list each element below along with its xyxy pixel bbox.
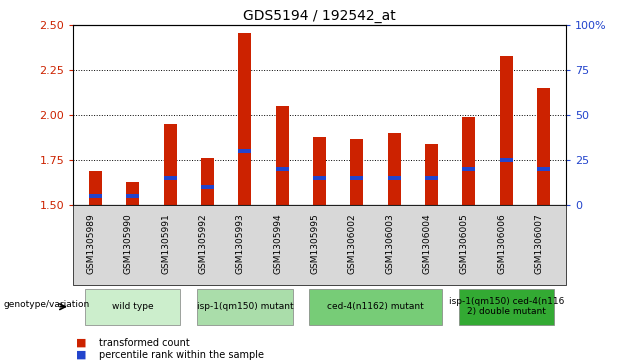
Bar: [127, 194, 139, 198]
Bar: [313, 137, 326, 205]
Text: ■: ■: [76, 338, 87, 348]
Text: isp-1(qm150) mutant: isp-1(qm150) mutant: [197, 302, 293, 311]
Bar: [500, 56, 513, 205]
Bar: [500, 158, 513, 162]
Bar: [462, 167, 476, 171]
Title: GDS5194 / 192542_at: GDS5194 / 192542_at: [243, 9, 396, 23]
Bar: [276, 167, 289, 171]
Bar: [350, 176, 363, 180]
Bar: [89, 171, 102, 205]
Text: GSM1305990: GSM1305990: [124, 213, 133, 274]
Bar: [238, 33, 251, 205]
Bar: [425, 144, 438, 205]
Bar: [163, 124, 177, 205]
Text: ■: ■: [76, 350, 87, 360]
Bar: [276, 106, 289, 205]
Bar: [462, 117, 476, 205]
Bar: [388, 133, 401, 205]
Text: GSM1305995: GSM1305995: [310, 213, 320, 274]
Bar: [201, 158, 214, 205]
Text: GSM1305992: GSM1305992: [198, 213, 207, 274]
Bar: [537, 167, 550, 171]
Text: GSM1305993: GSM1305993: [236, 213, 245, 274]
Text: GSM1306006: GSM1306006: [497, 213, 506, 274]
Text: GSM1306003: GSM1306003: [385, 213, 394, 274]
Text: GSM1306004: GSM1306004: [422, 213, 432, 274]
Bar: [201, 185, 214, 189]
Text: wild type: wild type: [112, 302, 154, 311]
Bar: [388, 176, 401, 180]
Bar: [89, 194, 102, 198]
Text: GSM1306007: GSM1306007: [535, 213, 544, 274]
Text: GSM1306002: GSM1306002: [348, 213, 357, 274]
Bar: [313, 176, 326, 180]
Text: transformed count: transformed count: [99, 338, 190, 348]
Text: GSM1305994: GSM1305994: [273, 213, 282, 274]
Text: GSM1305989: GSM1305989: [86, 213, 95, 274]
Bar: [238, 149, 251, 154]
Bar: [163, 176, 177, 180]
Text: genotype/variation: genotype/variation: [3, 301, 90, 309]
Text: GSM1305991: GSM1305991: [162, 213, 170, 274]
Bar: [425, 176, 438, 180]
Bar: [350, 139, 363, 205]
Text: GSM1306005: GSM1306005: [460, 213, 469, 274]
Text: ced-4(n1162) mutant: ced-4(n1162) mutant: [328, 302, 424, 311]
Bar: [127, 182, 139, 205]
Bar: [537, 88, 550, 205]
Text: isp-1(qm150) ced-4(n116
2) double mutant: isp-1(qm150) ced-4(n116 2) double mutant: [448, 297, 564, 317]
Text: percentile rank within the sample: percentile rank within the sample: [99, 350, 263, 360]
